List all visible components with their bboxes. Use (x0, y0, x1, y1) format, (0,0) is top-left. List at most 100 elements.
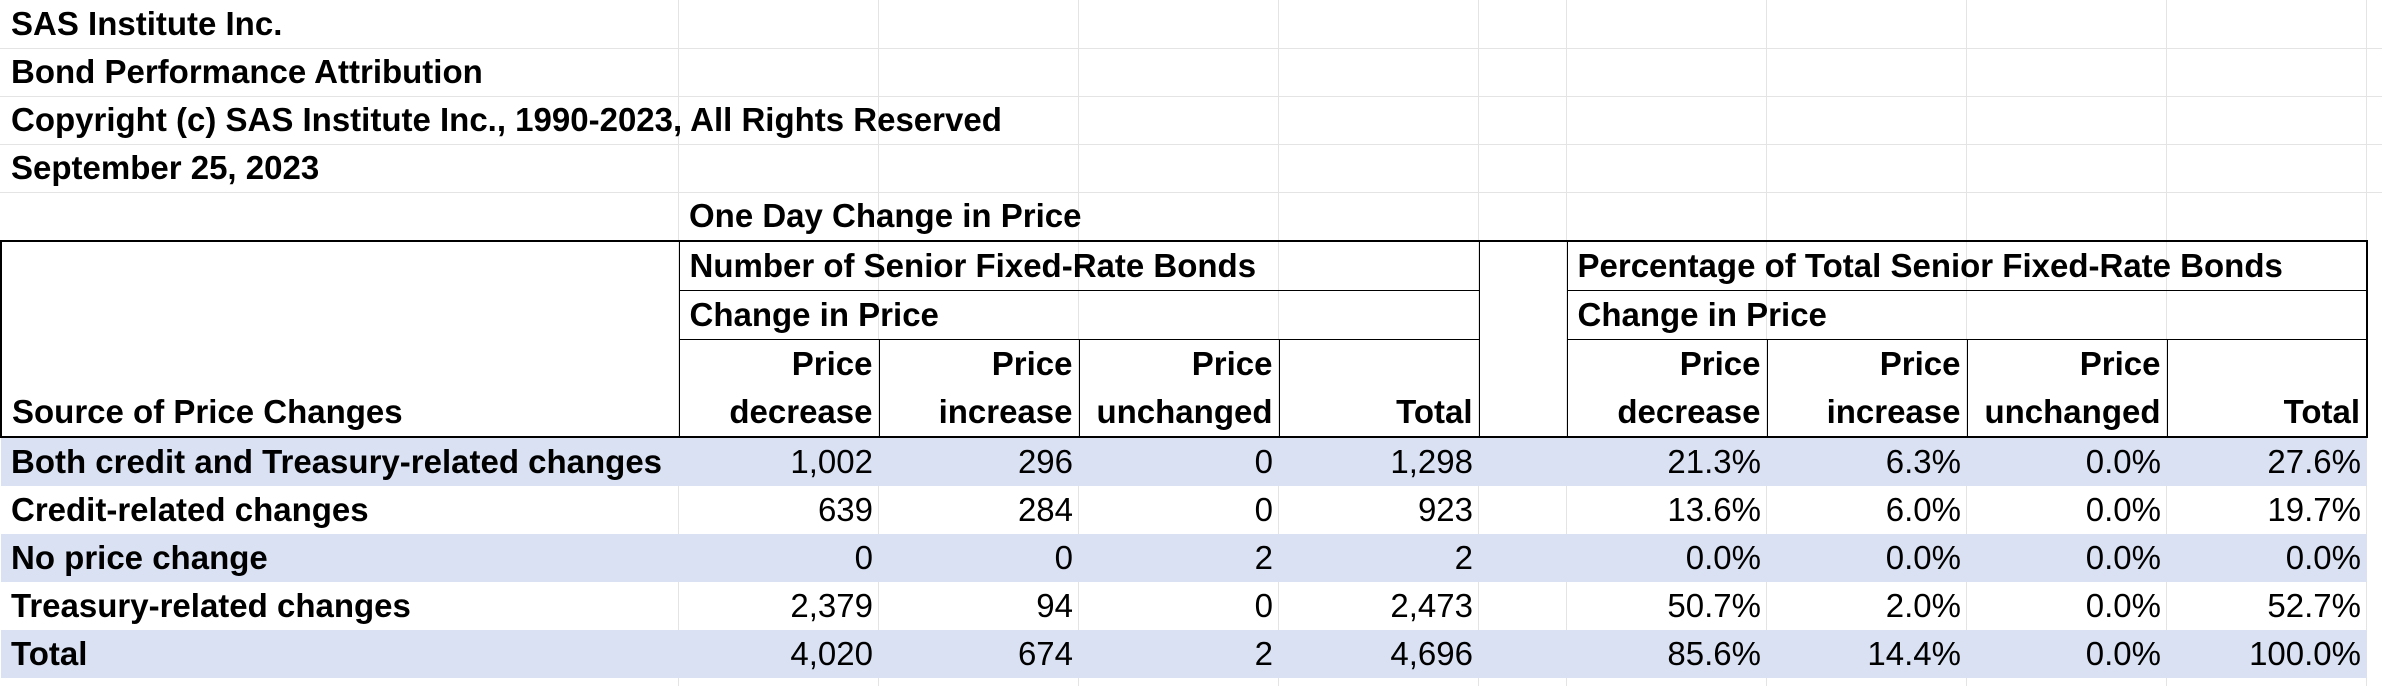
cell-count-total[interactable]: 923 (1417, 491, 1473, 528)
cell-count-decrease[interactable]: 4,020 (679, 630, 879, 678)
col-header-count-decrease-2[interactable]: decrease (678, 388, 880, 438)
cell-pct-decrease[interactable]: 0.0% (1567, 534, 1767, 582)
gridline (0, 144, 2382, 145)
cell-pct-total[interactable]: 0.0% (2167, 534, 2367, 582)
group-count-header[interactable]: Number of Senior Fixed-Rate Bonds (678, 240, 1479, 291)
gap-cell[interactable] (1478, 240, 1567, 291)
report-date[interactable]: September 25, 2023 (11, 149, 320, 186)
cell-count-unchanged[interactable]: 0 (1079, 437, 1279, 486)
cell-pct-increase[interactable]: 0.0% (1767, 534, 1967, 582)
row-label[interactable]: No price change (1, 534, 679, 582)
row-label[interactable]: Both credit and Treasury-related changes (1, 437, 679, 486)
empty-cell[interactable] (1, 192, 679, 241)
col-header-pct-decrease[interactable]: Price (1566, 339, 1768, 388)
gridline (0, 48, 2382, 49)
gridline (0, 192, 2382, 193)
spanning-title[interactable]: One Day Change in Price (689, 197, 1082, 234)
col-header-pct-unchanged[interactable]: Price (1967, 339, 2168, 388)
gap-cell[interactable] (1479, 486, 1567, 534)
row-header-corner[interactable] (0, 339, 679, 388)
cell-count-decrease[interactable]: 639 (817, 491, 873, 528)
cell-count-increase[interactable]: 284 (1017, 491, 1073, 528)
cell-pct-increase[interactable]: 14.4% (1767, 630, 1967, 678)
gap-cell[interactable] (1479, 630, 1567, 678)
row-label[interactable]: Credit-related changes (11, 491, 369, 528)
cell-pct-total[interactable]: 27.6% (2167, 437, 2367, 486)
cell-count-decrease[interactable]: 2,379 (790, 587, 873, 624)
col-header-pct-total-top[interactable] (2167, 339, 2368, 388)
cell-count-decrease[interactable]: 1,002 (679, 437, 879, 486)
table-row: No price change 0 0 2 2 0.0% 0.0% 0.0% 0… (1, 534, 2367, 582)
row-header-corner[interactable] (0, 240, 679, 291)
col-header-pct-unchanged-2[interactable]: unchanged (1967, 388, 2168, 438)
cell-pct-increase[interactable]: 2.0% (1885, 587, 1961, 624)
copyright-line[interactable]: Copyright (c) SAS Institute Inc., 1990-2… (11, 101, 1002, 138)
col-header-pct-increase-2[interactable]: increase (1767, 388, 1968, 438)
col-header-count-total-top[interactable] (1279, 339, 1479, 388)
col-header-pct-total[interactable]: Total (2167, 388, 2368, 438)
cell-pct-total[interactable]: 52.7% (2267, 587, 2361, 624)
title-row: Bond Performance Attribution (1, 48, 2367, 96)
cell-count-unchanged[interactable]: 0 (1254, 587, 1273, 624)
col-header-count-unchanged[interactable]: Price (1079, 339, 1280, 388)
cell-count-decrease[interactable]: 0 (679, 534, 879, 582)
cell-pct-unchanged[interactable]: 0.0% (2085, 491, 2161, 528)
table-row: Credit-related changes 639 284 0 923 13.… (1, 486, 2367, 534)
cell-pct-increase[interactable]: 6.0% (1885, 491, 1961, 528)
row-header-corner[interactable] (0, 290, 679, 340)
col-header-count-increase[interactable]: Price (879, 339, 1080, 388)
column-header-row-2: Source of Price Changes decrease increas… (0, 388, 2368, 438)
gap-cell[interactable] (1478, 388, 1567, 438)
gap-cell[interactable] (1479, 582, 1567, 630)
col-header-pct-decrease-2[interactable]: decrease (1566, 388, 1768, 438)
cell-count-total[interactable]: 2,473 (1390, 587, 1473, 624)
gap-cell[interactable] (1478, 339, 1567, 388)
cell-pct-decrease[interactable]: 21.3% (1567, 437, 1767, 486)
title-row: Copyright (c) SAS Institute Inc., 1990-2… (1, 96, 2367, 144)
cell-count-unchanged[interactable]: 0 (1254, 491, 1273, 528)
cell-pct-unchanged[interactable]: 0.0% (1967, 437, 2167, 486)
cell-count-total[interactable]: 2 (1279, 534, 1479, 582)
company-name[interactable]: SAS Institute Inc. (11, 5, 283, 42)
cell-pct-decrease[interactable]: 13.6% (1667, 491, 1761, 528)
col-header-count-increase-2[interactable]: increase (879, 388, 1080, 438)
cell-count-increase[interactable]: 0 (879, 534, 1079, 582)
cell-pct-unchanged[interactable]: 0.0% (1967, 630, 2167, 678)
cell-count-increase[interactable]: 674 (879, 630, 1079, 678)
cell-count-increase[interactable]: 94 (1036, 587, 1073, 624)
col-header-count-unchanged-2[interactable]: unchanged (1079, 388, 1280, 438)
row-label[interactable]: Treasury-related changes (11, 587, 411, 624)
gap-cell[interactable] (1479, 437, 1567, 486)
cell-count-total[interactable]: 1,298 (1279, 437, 1479, 486)
cell-pct-unchanged[interactable]: 0.0% (1967, 534, 2167, 582)
gap-cell[interactable] (1479, 534, 1567, 582)
cell-count-unchanged[interactable]: 2 (1079, 534, 1279, 582)
group-pct-header[interactable]: Percentage of Total Senior Fixed-Rate Bo… (1566, 240, 2368, 291)
col-header-count-decrease[interactable]: Price (678, 339, 880, 388)
subgroup-pct-header[interactable]: Change in Price (1566, 290, 2368, 340)
table-row: Treasury-related changes 2,379 94 0 2,47… (1, 582, 2367, 630)
cell-pct-decrease[interactable]: 85.6% (1567, 630, 1767, 678)
row-label[interactable]: Total (1, 630, 679, 678)
group-header-row: Number of Senior Fixed-Rate Bonds Percen… (0, 240, 2368, 291)
col-header-pct-increase[interactable]: Price (1767, 339, 1968, 388)
title-row: September 25, 2023 (1, 144, 2367, 192)
cell-pct-total[interactable]: 19.7% (2267, 491, 2361, 528)
cell-pct-total[interactable]: 100.0% (2167, 630, 2367, 678)
spanning-header-row: One Day Change in Price (1, 192, 2367, 241)
row-header-label[interactable]: Source of Price Changes (0, 388, 679, 438)
report-title[interactable]: Bond Performance Attribution (11, 53, 483, 90)
cell-count-unchanged[interactable]: 2 (1079, 630, 1279, 678)
table-row: Both credit and Treasury-related changes… (1, 437, 2367, 486)
subgroup-count-header[interactable]: Change in Price (678, 290, 1479, 340)
column-header-row-1: Price Price Price Price Price Price (0, 339, 2368, 388)
gap-cell[interactable] (1478, 290, 1567, 340)
cell-pct-increase[interactable]: 6.3% (1767, 437, 1967, 486)
cell-pct-decrease[interactable]: 50.7% (1667, 587, 1761, 624)
col-header-count-total[interactable]: Total (1279, 388, 1479, 438)
cell-count-total[interactable]: 4,696 (1279, 630, 1479, 678)
cell-count-increase[interactable]: 296 (879, 437, 1079, 486)
subgroup-header-row: Change in Price Change in Price (0, 290, 2368, 340)
cell-pct-unchanged[interactable]: 0.0% (2085, 587, 2161, 624)
